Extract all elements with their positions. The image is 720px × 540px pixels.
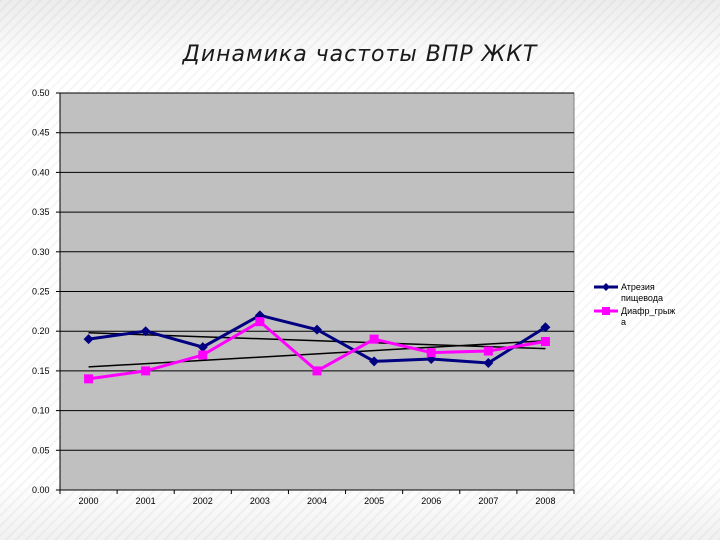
y-tick-label: 0.20 — [32, 326, 50, 336]
x-tick-label: 2002 — [193, 496, 213, 506]
data-point — [84, 374, 94, 384]
data-point — [83, 334, 94, 345]
y-tick-label: 0.15 — [32, 366, 50, 376]
x-axis-ticks: 2000 2001 2002 2003 2004 2005 2006 2007 2008 — [59, 490, 575, 506]
data-point — [198, 350, 208, 360]
y-tick-label: 0.50 — [32, 88, 50, 98]
y-tick-label: 0.30 — [32, 247, 50, 257]
x-tick-label: 2005 — [364, 496, 384, 506]
data-point — [426, 348, 436, 358]
x-tick-label: 2001 — [136, 496, 156, 506]
data-point — [369, 356, 380, 367]
data-point — [540, 322, 551, 333]
data-point — [141, 366, 151, 376]
data-point — [312, 366, 322, 376]
data-point — [483, 357, 494, 368]
legend-label: а — [621, 317, 626, 327]
data-point — [540, 337, 550, 347]
legend-label: Атрезия — [621, 282, 655, 292]
y-tick-label: 0.05 — [32, 445, 50, 455]
y-tick-label: 0.45 — [32, 128, 50, 138]
x-tick-label: 2003 — [250, 496, 270, 506]
legend-label: Диафр_грыж — [621, 306, 675, 316]
data-point — [312, 324, 322, 335]
y-tick-label: 0.00 — [32, 485, 50, 495]
data-point — [197, 342, 208, 353]
y-tick-label: 0.35 — [32, 207, 50, 217]
x-tick-label: 2006 — [421, 496, 441, 506]
x-tick-label: 2008 — [535, 496, 555, 506]
x-tick-label: 2004 — [307, 496, 327, 506]
x-tick-label: 2007 — [478, 496, 498, 506]
trendline — [88, 339, 546, 368]
y-axis-ticks: 0.00 0.05 0.10 0.15 0.20 0.25 0.30 0.35 0.40 0.45… — [32, 88, 60, 495]
chart-title: Динамика частоты ВПР ЖКТ — [182, 42, 538, 67]
legend-marker — [602, 307, 610, 315]
legend-marker — [602, 283, 610, 291]
legend-label: пищевода — [621, 293, 663, 303]
data-series — [83, 310, 551, 384]
data-point — [140, 326, 151, 337]
data-point — [483, 346, 493, 356]
y-tick-label: 0.25 — [32, 287, 50, 297]
x-tick-label: 2000 — [79, 496, 99, 506]
y-tick-label: 0.10 — [32, 406, 50, 416]
y-tick-label: 0.40 — [32, 167, 50, 177]
data-point — [255, 317, 265, 327]
data-point — [369, 334, 379, 344]
